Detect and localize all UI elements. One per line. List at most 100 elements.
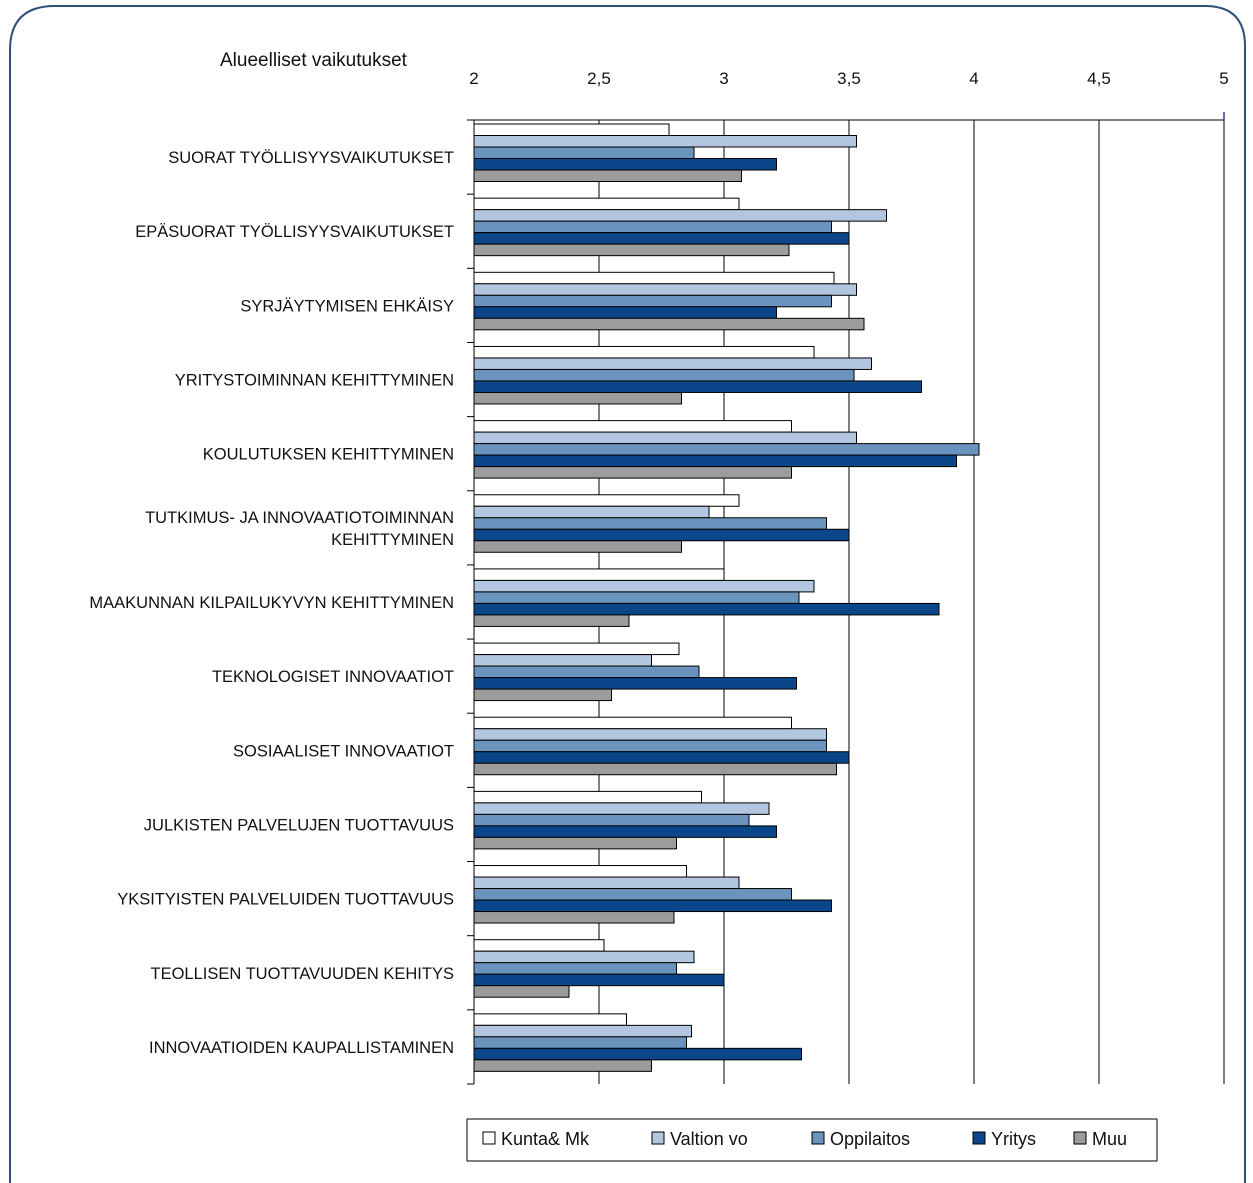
bar (473, 865, 687, 878)
bar (473, 169, 742, 182)
bar (473, 306, 777, 319)
category-label: MAAKUNNAN KILPAILUKYVYN KEHITTYMINEN (89, 594, 454, 612)
bar (473, 876, 740, 890)
x-tick-label: 3,5 (837, 69, 861, 88)
bar (473, 271, 835, 285)
chart-title: Alueelliset vaikutukset (220, 50, 408, 71)
x-tick-label: 5 (1219, 69, 1228, 88)
x-tick-label: 4,5 (1087, 69, 1111, 88)
bar (473, 1024, 692, 1038)
bar (473, 654, 652, 667)
bar (473, 962, 677, 975)
legend-label: Kunta& Mk (501, 1129, 590, 1149)
bar (473, 443, 980, 456)
bar (473, 973, 725, 987)
x-tick-label: 2 (469, 69, 478, 88)
bar (473, 294, 832, 308)
bar (473, 1059, 652, 1072)
category-label: SOSIAALISET INNOVAATIOT (233, 742, 454, 760)
category-label: TEKNOLOGISET INNOVAATIOT (212, 668, 454, 686)
bar (473, 762, 837, 776)
x-tick-label: 3 (719, 69, 728, 88)
bar (473, 614, 630, 627)
bar (473, 540, 682, 553)
category-label: KOULUTUKSEN KEHITTYMINEN (203, 446, 454, 464)
legend-label: Valtion vo (670, 1129, 748, 1149)
bar (473, 950, 695, 964)
bar (473, 528, 850, 542)
bar (473, 517, 827, 530)
bar (473, 431, 857, 445)
bar (473, 420, 792, 433)
legend-swatch (482, 1131, 496, 1145)
bar (473, 283, 857, 296)
legend-swatch (972, 1131, 986, 1145)
bar (473, 825, 777, 838)
x-tick-labels: 2 2,5 3 3,5 4 4,5 5 (469, 69, 1228, 88)
bar (473, 688, 612, 702)
bar (473, 716, 792, 730)
bar (473, 380, 922, 393)
bar (473, 568, 725, 581)
bar (473, 602, 940, 616)
bar (473, 739, 827, 753)
bar (473, 135, 857, 148)
bar (473, 677, 797, 690)
bar (473, 751, 850, 764)
bar (473, 728, 827, 741)
bar (473, 197, 740, 211)
bar (473, 888, 792, 901)
x-tick-label: 4 (969, 69, 978, 88)
legend-label: Yritys (991, 1129, 1036, 1149)
category-label: JULKISTEN PALVELUJEN TUOTTAVUUS (144, 816, 454, 834)
legend-swatch (1073, 1131, 1087, 1145)
legend: Kunta& Mk Valtion vo Oppilaitos Yritys Muu (466, 1118, 1158, 1162)
bar (473, 579, 815, 593)
bar (473, 123, 670, 136)
category-label: SUORAT TYÖLLISYYSVAIKUTUKSET (168, 149, 454, 167)
legend-swatch (651, 1131, 665, 1145)
bar (473, 665, 700, 679)
bar (473, 345, 815, 359)
bar (473, 391, 682, 405)
bar (473, 939, 605, 952)
bar (473, 158, 777, 171)
bar (473, 642, 680, 656)
legend-swatch (811, 1131, 825, 1145)
bar (473, 243, 790, 257)
legend-label: Muu (1092, 1129, 1127, 1149)
bars (473, 123, 980, 1072)
bar (473, 899, 832, 913)
chart-frame (9, 5, 1246, 1183)
category-label: INNOVAATIOIDEN KAUPALLISTAMINEN (149, 1039, 454, 1057)
x-tick-label: 2,5 (587, 69, 611, 88)
bar (473, 790, 702, 804)
bar (473, 802, 770, 815)
bar (473, 466, 792, 479)
bar (473, 985, 570, 998)
category-label: YRITYSTOIMINNAN KEHITTYMINEN (175, 372, 454, 390)
bar (473, 591, 800, 604)
bar (473, 146, 695, 159)
category-label: YKSITYISTEN PALVELUIDEN TUOTTAVUUS (117, 891, 454, 909)
bar (473, 1047, 802, 1061)
category-label: EPÄSUORAT TYÖLLISYYSVAIKUTUKSET (135, 223, 454, 241)
bar (473, 220, 832, 234)
bar (473, 505, 710, 519)
category-label: TUTKIMUS- JA INNOVAATIOTOIMINNAN (145, 509, 454, 527)
bar (473, 232, 850, 245)
bar (473, 494, 740, 507)
bar (473, 911, 675, 924)
category-label: TEOLLISEN TUOTTAVUUDEN KEHITYS (151, 965, 454, 983)
axes (467, 112, 1225, 1085)
bar (473, 454, 957, 468)
category-label: KEHITTYMINEN (331, 531, 454, 549)
category-labels: SUORAT TYÖLLISYYSVAIKUTUKSET EPÄSUORAT TY… (89, 149, 454, 1057)
bar (473, 836, 677, 850)
bar (473, 1036, 687, 1049)
bar (473, 368, 855, 382)
bar (473, 1013, 627, 1026)
category-label: SYRJÄYTYMISEN EHKÄISY (240, 297, 454, 315)
bar (473, 209, 887, 222)
